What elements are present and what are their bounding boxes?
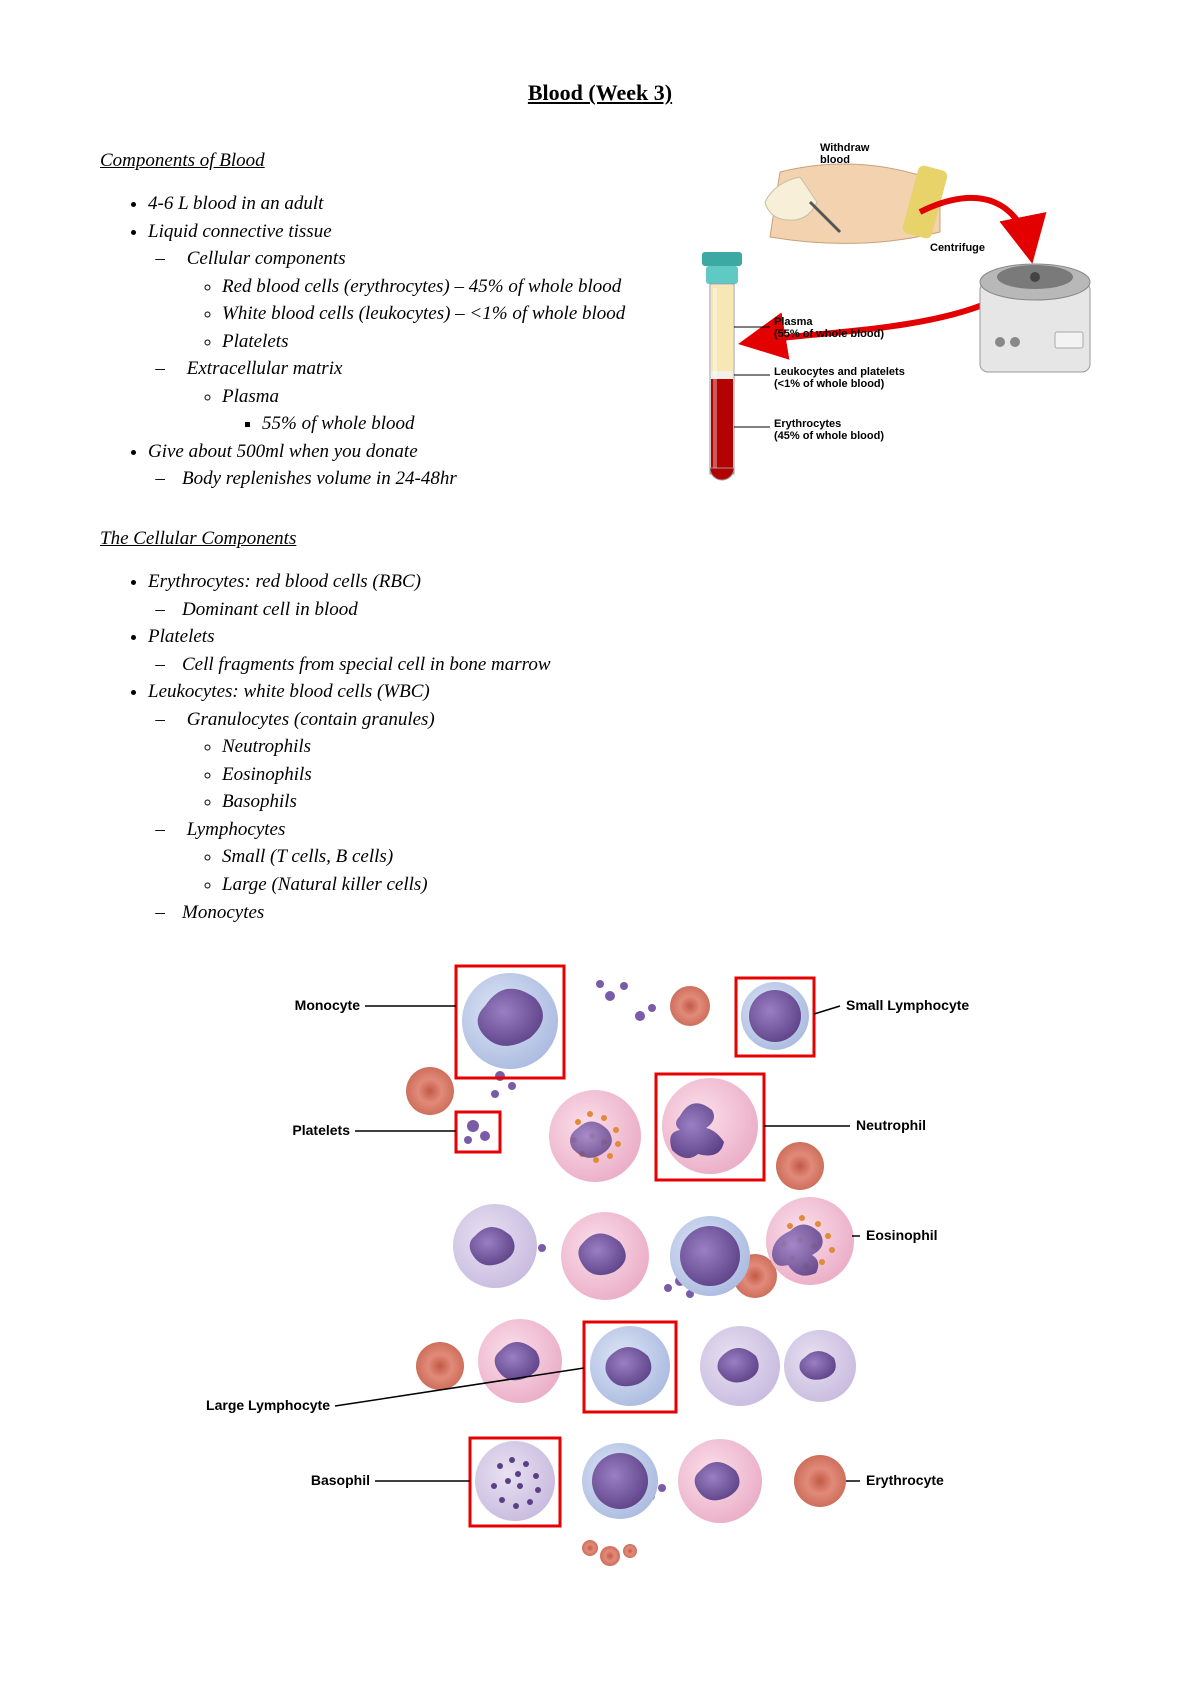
label-neutrophil: Neutrophil — [856, 1117, 926, 1133]
cell-generic-icon — [700, 1326, 780, 1406]
list-item: Lymphocytes Small (T cells, B cells) Lar… — [182, 816, 1100, 899]
label-eosinophil: Eosinophil — [866, 1227, 938, 1243]
label-monocyte: Monocyte — [295, 997, 361, 1013]
cell-neutrophil-icon — [662, 1078, 758, 1174]
list-text: Lymphocytes — [187, 819, 286, 840]
list-item: Neutrophils — [222, 733, 1100, 761]
cellular-list: Erythrocytes: red blood cells (RBC) Domi… — [148, 568, 1100, 926]
list-text: Liquid connective tissue — [148, 221, 332, 242]
test-tube-icon — [702, 252, 742, 480]
page-title: Blood (Week 3) — [100, 80, 1100, 106]
highlight-box — [456, 1112, 500, 1152]
cells-diagram: Monocyte Small Lymphocyte Platelets Neut… — [100, 936, 1100, 1576]
cell-generic-icon — [561, 1212, 649, 1300]
list-item: Large (Natural killer cells) — [222, 871, 1100, 899]
cells-svg: Monocyte Small Lymphocyte Platelets Neut… — [200, 936, 1000, 1576]
cell-basophil-icon — [475, 1441, 555, 1521]
list-item: 55% of whole blood — [262, 410, 642, 438]
cell-generic-icon — [453, 1204, 537, 1288]
label-basophil: Basophil — [311, 1472, 370, 1488]
list-item: White blood cells (leukocytes) – <1% of … — [222, 300, 642, 328]
list-text: Give about 500ml when you donate — [148, 441, 418, 462]
centrifuge-icon — [980, 264, 1090, 372]
list-item: Erythrocytes: red blood cells (RBC) Domi… — [148, 568, 1100, 623]
top-columns: Components of Blood 4-6 L blood in an ad… — [100, 142, 1100, 502]
list-item: Red blood cells (erythrocytes) – 45% of … — [222, 273, 642, 301]
section-heading-cellular: The Cellular Components — [100, 528, 1100, 550]
list-text: Extracellular matrix — [187, 358, 343, 379]
list-item: Monocytes — [182, 899, 1100, 927]
list-item: 4-6 L blood in an adult — [148, 190, 642, 218]
cell-generic-icon — [678, 1439, 762, 1523]
list-item: Leukocytes: white blood cells (WBC) Gran… — [148, 678, 1100, 926]
list-item: Liquid connective tissue Cellular compon… — [148, 218, 642, 438]
list-item: Small (T cells, B cells) — [222, 843, 1100, 871]
cell-large-lymphocyte-icon — [590, 1326, 670, 1406]
label-erythrocyte: Erythrocyte — [866, 1472, 944, 1488]
arm-icon — [765, 164, 949, 243]
list-item: Granulocytes (contain granules) Neutroph… — [182, 706, 1100, 816]
cell-generic-icon — [784, 1330, 856, 1402]
list-item: Plasma 55% of whole blood — [222, 383, 642, 438]
list-item: Extracellular matrix Plasma 55% of whole… — [182, 355, 642, 438]
list-text: Cellular components — [187, 248, 346, 269]
section-heading-components: Components of Blood — [100, 150, 642, 172]
tube-label-centrifuge: Centrifuge — [930, 242, 985, 254]
cell-eosinophil-icon — [549, 1090, 641, 1182]
cell-monocyte-icon — [462, 973, 558, 1069]
list-text: Erythrocytes: red blood cells (RBC) — [148, 571, 421, 592]
list-item: Give about 500ml when you donate Body re… — [148, 438, 642, 493]
notes-column-1: Components of Blood 4-6 L blood in an ad… — [100, 142, 642, 493]
list-item: Eosinophils — [222, 761, 1100, 789]
list-text: Leukocytes: white blood cells (WBC) — [148, 681, 430, 702]
label-small-lymphocyte: Small Lymphocyte — [846, 997, 969, 1013]
list-item: Cellular components Red blood cells (ery… — [182, 245, 642, 355]
list-item: Cell fragments from special cell in bone… — [182, 651, 1100, 679]
tube-label-buffy: Leukocytes and platelets (<1% of whole b… — [774, 366, 905, 390]
tube-label-ery: Erythrocytes (45% of whole blood) — [774, 418, 884, 442]
list-item: Platelets Cell fragments from special ce… — [148, 623, 1100, 678]
tube-label-plasma: Plasma (55% of whole blood) — [774, 316, 884, 340]
list-text: Plasma — [222, 386, 279, 407]
cell-generic-icon — [582, 1443, 658, 1519]
list-text: Granulocytes (contain granules) — [187, 709, 435, 730]
cell-generic-icon — [478, 1319, 562, 1403]
list-item: Dominant cell in blood — [182, 596, 1100, 624]
label-large-lymphocyte: Large Lymphocyte — [206, 1397, 330, 1413]
cell-platelets-icon — [464, 1120, 490, 1144]
tube-diagram: Withdraw blood Centrifuge Plasma (55% of… — [660, 142, 1100, 502]
cell-small-lymphocyte-icon — [741, 982, 809, 1050]
list-item: Basophils — [222, 788, 1100, 816]
cell-eosinophil-icon — [766, 1197, 854, 1285]
list-text: Platelets — [148, 626, 214, 647]
list-item: Platelets — [222, 328, 642, 356]
list-item: Body replenishes volume in 24-48hr — [182, 465, 642, 493]
label-platelets: Platelets — [292, 1122, 350, 1138]
cell-generic-icon — [670, 1216, 750, 1296]
tube-label-withdraw: Withdraw blood — [820, 142, 869, 166]
